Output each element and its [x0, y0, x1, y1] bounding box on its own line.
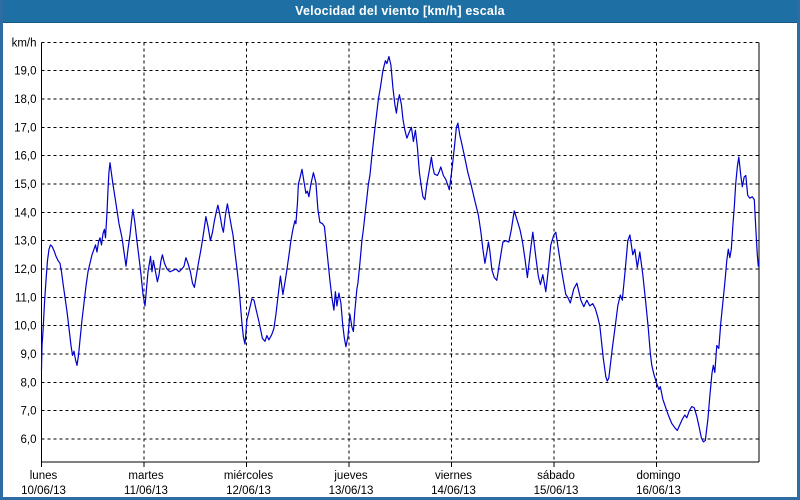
y-tick-label: 12,0: [14, 264, 36, 276]
wind-speed-line: [40, 55, 760, 443]
y-tick-label: 8,0: [21, 377, 37, 389]
title-bar: Velocidad del viento [km/h] escala: [3, 0, 797, 23]
chart-title: Velocidad del viento [km/h] escala: [295, 4, 505, 18]
y-tick-label: 7,0: [21, 406, 37, 418]
day-date-label: 10/06/13: [21, 485, 66, 497]
day-name-label: miércoles: [224, 470, 273, 482]
day-name-label: jueves: [333, 470, 367, 482]
day-date-label: 15/06/13: [534, 485, 579, 497]
day-name-label: viernes: [435, 470, 472, 482]
day-date-label: 12/06/13: [226, 485, 271, 497]
day-date-label: 14/06/13: [431, 485, 476, 497]
y-tick-label: 10,0: [14, 321, 36, 333]
day-name-label: lunes: [30, 470, 58, 482]
y-tick-label: 15,0: [14, 179, 36, 191]
y-axis-unit-label: km/h: [12, 37, 37, 49]
y-tick-label: 11,0: [15, 292, 37, 304]
day-name-label: sábado: [537, 470, 575, 482]
y-tick-label: 19,0: [14, 66, 36, 78]
y-tick-label: 6,0: [21, 434, 37, 446]
day-date-label: 11/06/13: [124, 485, 168, 497]
day-date-label: 16/06/13: [636, 485, 681, 497]
wind-speed-chart: km/h 19,0 18,0 17,0 16,0 15,0 14,0 13,0 12,0 11,0…: [12, 37, 760, 497]
y-tick-label: 13,0: [14, 236, 36, 248]
y-tick-label: 17,0: [14, 122, 36, 134]
y-tick-label: 18,0: [14, 94, 36, 106]
day-name-label: martes: [128, 470, 163, 482]
y-tick-label: 14,0: [14, 207, 36, 219]
y-tick-label: 9,0: [21, 349, 37, 361]
day-name-label: domingo: [636, 470, 680, 482]
y-tick-label: 16,0: [14, 151, 36, 163]
day-date-label: 13/06/13: [329, 485, 374, 497]
